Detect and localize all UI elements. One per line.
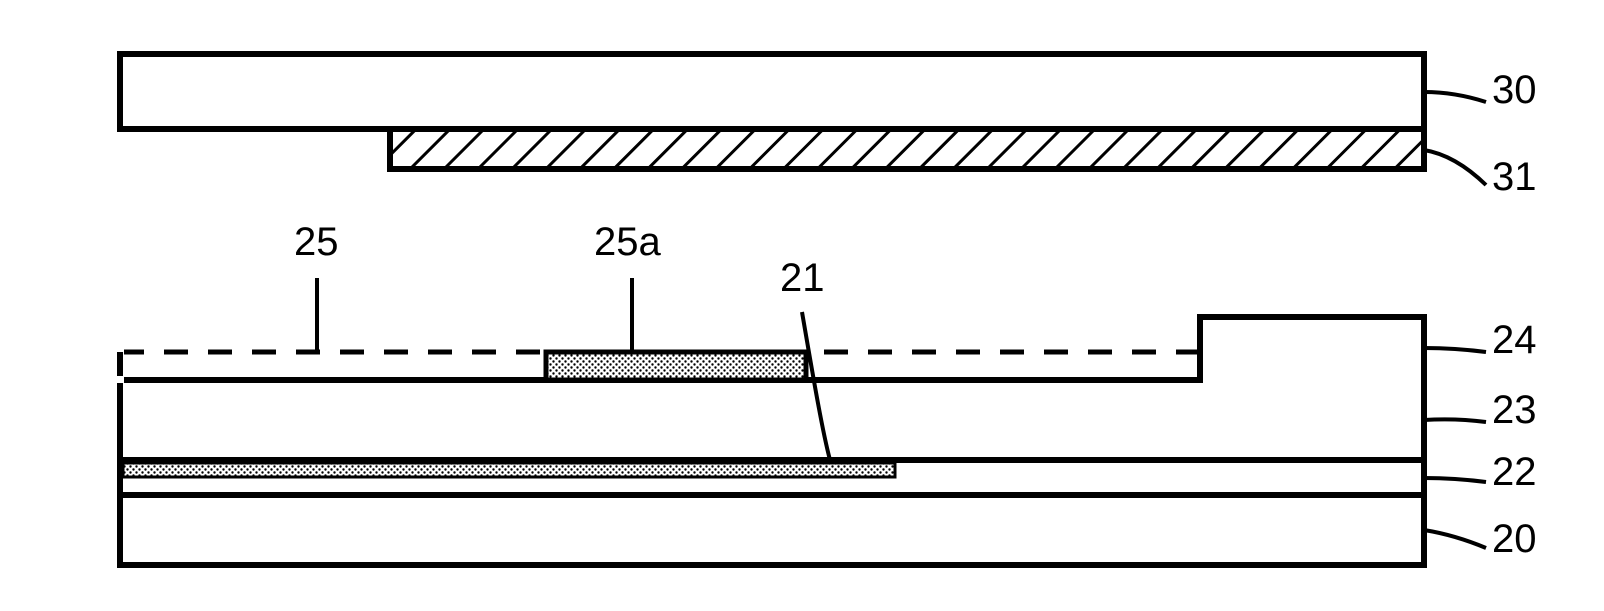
layer-23 (120, 380, 1424, 460)
label-31: 31 (1492, 155, 1537, 200)
label-21: 21 (780, 256, 825, 301)
layer-31 (390, 129, 1424, 169)
label-23: 23 (1492, 388, 1537, 433)
label-22: 22 (1492, 450, 1537, 495)
layer-20 (120, 495, 1424, 565)
diagram-canvas: 30 31 24 23 22 20 25 25a 21 (0, 0, 1604, 611)
label-25a: 25a (594, 220, 661, 265)
label-20: 20 (1492, 517, 1537, 562)
layer-30 (120, 54, 1424, 129)
label-24: 24 (1492, 318, 1537, 363)
diagram-svg (0, 0, 1604, 611)
layer-24 (1200, 317, 1424, 380)
label-25: 25 (294, 220, 339, 265)
label-30: 30 (1492, 68, 1537, 113)
layer-21-strip (123, 463, 895, 477)
spacer-25a (546, 352, 806, 380)
